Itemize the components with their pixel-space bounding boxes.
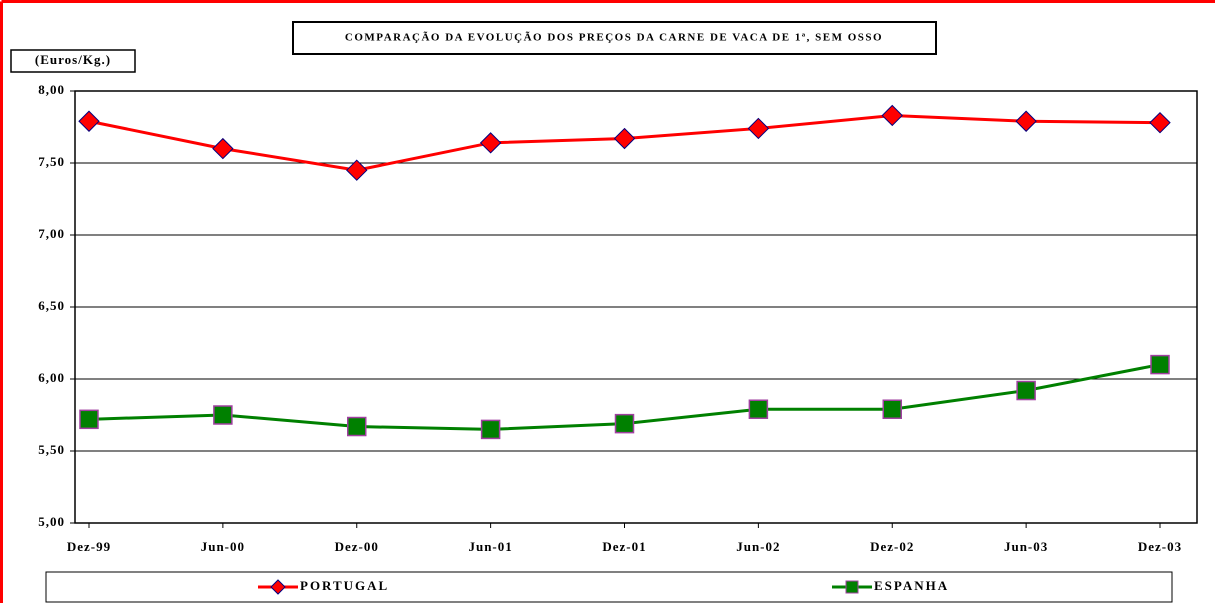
point bbox=[747, 117, 770, 140]
point bbox=[1150, 354, 1170, 375]
point bbox=[614, 413, 635, 434]
point bbox=[882, 399, 902, 419]
chart-title: COMPARAÇÃO DA EVOLUÇÃO DOS PREÇOS DA CAR… bbox=[345, 32, 883, 44]
y-tick-label: 6,00 bbox=[38, 370, 65, 385]
x-tick-label: Dez-03 bbox=[1138, 539, 1182, 554]
y-tick-label: 8,00 bbox=[38, 82, 65, 97]
y-tick-label: 5,00 bbox=[38, 514, 65, 529]
point bbox=[346, 159, 368, 181]
legend-label: PORTUGAL bbox=[300, 578, 389, 593]
legend-box bbox=[45, 571, 1173, 603]
x-tick-label: Jun-00 bbox=[201, 539, 245, 554]
point bbox=[613, 127, 636, 150]
unit-box bbox=[10, 49, 136, 73]
point bbox=[212, 137, 234, 160]
point bbox=[881, 104, 903, 127]
point bbox=[213, 405, 233, 425]
point bbox=[78, 110, 100, 132]
point bbox=[1149, 111, 1171, 134]
plot-frame bbox=[74, 90, 1198, 524]
point bbox=[748, 399, 769, 419]
x-tick-label: Jun-01 bbox=[468, 539, 512, 554]
point bbox=[480, 419, 501, 440]
y-tick-label: 7,50 bbox=[38, 154, 65, 169]
y-axis-label: (Euros/Kg.) bbox=[35, 52, 111, 67]
x-tick-label: Dez-01 bbox=[602, 539, 646, 554]
title-box bbox=[292, 21, 937, 55]
point bbox=[1015, 110, 1037, 132]
point bbox=[79, 409, 99, 430]
point bbox=[479, 132, 502, 154]
legend-marker bbox=[845, 580, 859, 594]
x-tick-label: Dez-00 bbox=[335, 539, 379, 554]
y-tick-label: 6,50 bbox=[38, 298, 65, 313]
x-tick-label: Dez-99 bbox=[67, 539, 111, 554]
point bbox=[347, 416, 367, 437]
legend-label: ESPANHA bbox=[874, 578, 949, 593]
x-tick-label: Jun-03 bbox=[1004, 539, 1048, 554]
legend-marker bbox=[270, 579, 286, 595]
y-tick-label: 5,50 bbox=[38, 442, 65, 457]
point bbox=[1016, 380, 1036, 401]
x-tick-label: Dez-02 bbox=[870, 539, 914, 554]
y-tick-label: 7,00 bbox=[38, 226, 65, 241]
x-tick-label: Jun-02 bbox=[736, 539, 780, 554]
